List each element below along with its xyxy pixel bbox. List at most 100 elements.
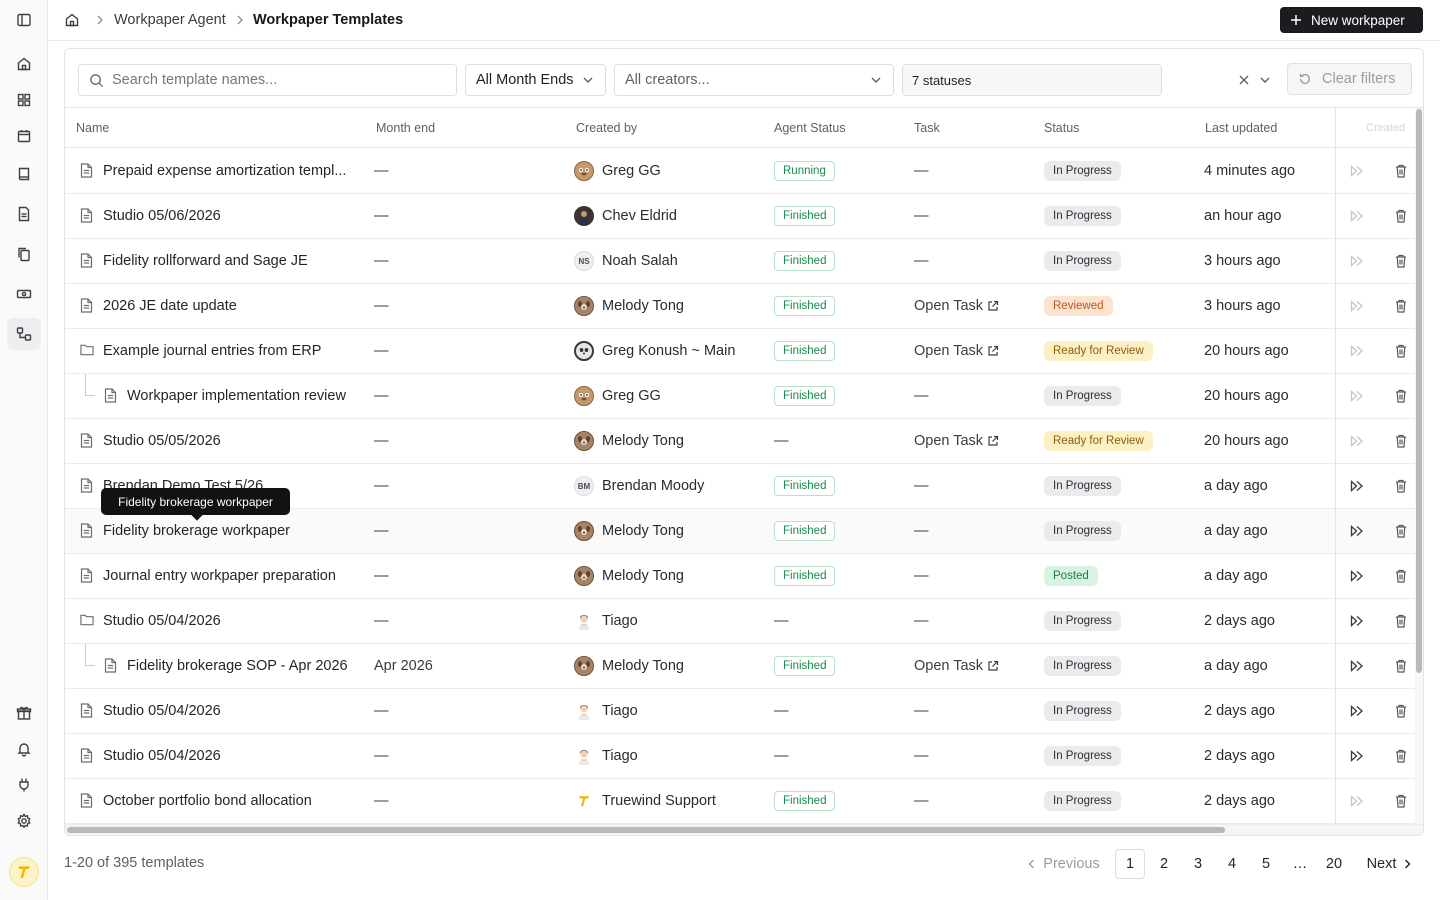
- template-name[interactable]: 2026 JE date update: [103, 298, 237, 314]
- run-agent-icon[interactable]: [1348, 567, 1366, 585]
- gift-icon[interactable]: [7, 697, 41, 729]
- table-row[interactable]: Workpaper implementation review — Greg GG F…: [65, 374, 1415, 419]
- trash-icon[interactable]: [1392, 297, 1410, 315]
- run-agent-icon[interactable]: [1348, 792, 1366, 810]
- table-row[interactable]: Studio 05/06/2026 — Chev Eldrid Finished — In…: [65, 194, 1415, 239]
- trash-icon[interactable]: [1392, 612, 1410, 630]
- run-agent-icon[interactable]: [1348, 162, 1366, 180]
- table-row[interactable]: October portfolio bond allocation — Truewi…: [65, 779, 1415, 824]
- name-cell[interactable]: Prepaid expense amortization templ...: [80, 149, 346, 193]
- template-name[interactable]: Fidelity rollforward and Sage JE: [103, 253, 308, 269]
- settings-gear-icon[interactable]: [7, 805, 41, 837]
- money-icon[interactable]: [7, 278, 41, 310]
- home-breadcrumb-icon[interactable]: [62, 10, 82, 30]
- run-agent-icon[interactable]: [1348, 702, 1366, 720]
- template-name[interactable]: Workpaper implementation review: [127, 388, 346, 404]
- page-button[interactable]: 1: [1115, 849, 1145, 879]
- document-icon[interactable]: [7, 198, 41, 230]
- breadcrumb-workpaper-agent[interactable]: Workpaper Agent: [114, 12, 226, 28]
- template-name[interactable]: Journal entry workpaper preparation: [103, 568, 336, 584]
- table-row[interactable]: Journal entry workpaper preparation — Melo…: [65, 554, 1415, 599]
- table-row[interactable]: Fidelity brokerage SOP - Apr 2026 Apr 202…: [65, 644, 1415, 689]
- column-name[interactable]: Name: [76, 121, 110, 135]
- template-name[interactable]: Prepaid expense amortization templ...: [103, 163, 347, 179]
- template-name[interactable]: Studio 05/04/2026: [103, 703, 221, 719]
- name-cell[interactable]: Example journal entries from ERP: [80, 329, 321, 373]
- name-cell[interactable]: Fidelity brokerage workpaper: [80, 509, 290, 553]
- table-row[interactable]: Prepaid expense amortization templ... — Gr…: [65, 149, 1415, 194]
- template-name[interactable]: October portfolio bond allocation: [103, 793, 312, 809]
- table-row[interactable]: Studio 05/05/2026 — Melody Tong — Open Task R…: [65, 419, 1415, 464]
- column-agent-status[interactable]: Agent Status: [774, 121, 846, 135]
- trash-icon[interactable]: [1392, 342, 1410, 360]
- dashboard-icon[interactable]: [7, 84, 41, 116]
- template-name[interactable]: Studio 05/04/2026: [103, 748, 221, 764]
- run-agent-icon[interactable]: [1348, 252, 1366, 270]
- run-agent-icon[interactable]: [1348, 297, 1366, 315]
- table-row[interactable]: Fidelity rollforward and Sage JE — NS Noah …: [65, 239, 1415, 284]
- calendar-icon[interactable]: [7, 120, 41, 152]
- bell-icon[interactable]: [7, 733, 41, 765]
- trash-icon[interactable]: [1392, 252, 1410, 270]
- workflow-icon[interactable]: [7, 318, 41, 350]
- trash-icon[interactable]: [1392, 567, 1410, 585]
- run-agent-icon[interactable]: [1348, 522, 1366, 540]
- name-cell[interactable]: Studio 05/05/2026: [80, 419, 221, 463]
- sidebar-toggle-icon[interactable]: [7, 4, 41, 36]
- column-task[interactable]: Task: [914, 121, 940, 135]
- page-button[interactable]: 5: [1261, 856, 1271, 872]
- column-status[interactable]: Status: [1044, 121, 1080, 135]
- new-workpaper-button[interactable]: New workpaper: [1280, 7, 1423, 33]
- name-cell[interactable]: Workpaper implementation review: [104, 374, 346, 418]
- month-end-select[interactable]: All Month Ends: [465, 64, 606, 96]
- trash-icon[interactable]: [1392, 657, 1410, 675]
- vertical-scrollbar[interactable]: [1415, 108, 1423, 824]
- name-cell[interactable]: 2026 JE date update: [80, 284, 237, 328]
- run-agent-icon[interactable]: [1348, 747, 1366, 765]
- run-agent-icon[interactable]: [1348, 477, 1366, 495]
- open-task-link[interactable]: Open Task: [914, 433, 999, 449]
- trash-icon[interactable]: [1392, 162, 1410, 180]
- page-button[interactable]: 4: [1227, 856, 1237, 872]
- search-input[interactable]: [112, 72, 442, 88]
- table-row[interactable]: 2026 JE date update — Melody Tong Finished O…: [65, 284, 1415, 329]
- name-cell[interactable]: October portfolio bond allocation: [80, 779, 312, 823]
- template-name[interactable]: Studio 05/04/2026: [103, 613, 221, 629]
- name-cell[interactable]: Journal entry workpaper preparation: [80, 554, 336, 598]
- run-agent-icon[interactable]: [1348, 342, 1366, 360]
- status-dropdown-chevron-icon[interactable]: [1256, 71, 1274, 89]
- page-button[interactable]: 3: [1193, 856, 1203, 872]
- name-cell[interactable]: Studio 05/04/2026: [80, 689, 221, 733]
- trash-icon[interactable]: [1392, 522, 1410, 540]
- column-created[interactable]: Created: [1366, 122, 1406, 134]
- template-name[interactable]: Studio 05/06/2026: [103, 208, 221, 224]
- open-task-link[interactable]: Open Task: [914, 658, 999, 674]
- name-cell[interactable]: Studio 05/04/2026: [80, 599, 221, 643]
- truewind-logo-icon[interactable]: [9, 857, 39, 887]
- table-row[interactable]: Example journal entries from ERP — Greg Ko…: [65, 329, 1415, 374]
- column-last-updated[interactable]: Last updated: [1205, 121, 1278, 135]
- open-task-link[interactable]: Open Task: [914, 343, 999, 359]
- horizontal-scroll-thumb[interactable]: [67, 827, 1225, 833]
- status-filter[interactable]: 7 statuses: [902, 64, 1162, 96]
- run-agent-icon[interactable]: [1348, 657, 1366, 675]
- copy-icon[interactable]: [7, 238, 41, 270]
- trash-icon[interactable]: [1392, 432, 1410, 450]
- column-created-by[interactable]: Created by: [576, 121, 638, 135]
- trash-icon[interactable]: [1392, 207, 1410, 225]
- template-name[interactable]: Fidelity brokerage SOP - Apr 2026: [127, 658, 348, 674]
- name-cell[interactable]: Studio 05/06/2026: [80, 194, 221, 238]
- run-agent-icon[interactable]: [1348, 387, 1366, 405]
- next-page-button[interactable]: Next: [1362, 849, 1416, 879]
- table-row[interactable]: Brendan Demo Test 5/26— BM Brendan Moody Fi…: [65, 464, 1415, 509]
- trash-icon[interactable]: [1392, 702, 1410, 720]
- trash-icon[interactable]: [1392, 477, 1410, 495]
- plug-icon[interactable]: [7, 769, 41, 801]
- clear-filters-button[interactable]: Clear filters: [1287, 63, 1412, 95]
- template-name[interactable]: Fidelity brokerage workpaper: [103, 523, 290, 539]
- horizontal-scrollbar[interactable]: [65, 824, 1423, 835]
- column-month-end[interactable]: Month end: [376, 121, 436, 135]
- table-row[interactable]: Studio 05/04/2026 — Tiago — — In Progress 2 da…: [65, 734, 1415, 779]
- trash-icon[interactable]: [1392, 747, 1410, 765]
- run-agent-icon[interactable]: [1348, 612, 1366, 630]
